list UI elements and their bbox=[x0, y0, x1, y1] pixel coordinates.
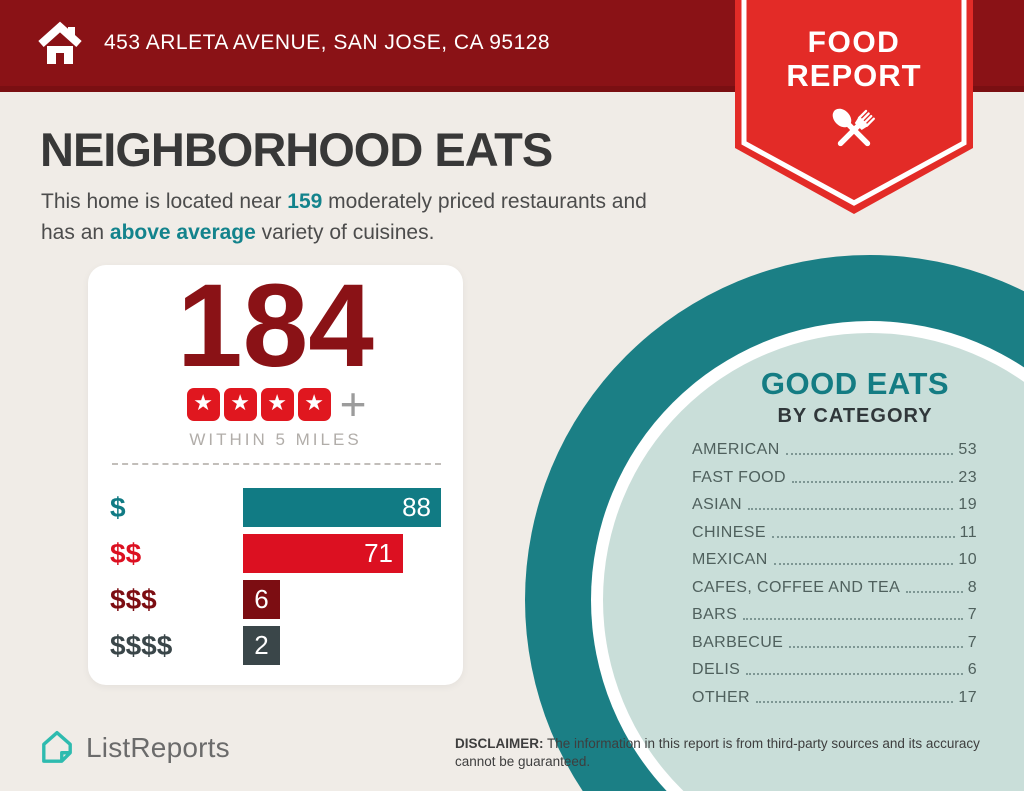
list-item: MEXICAN 10 bbox=[692, 552, 977, 568]
food-report-ribbon: FOOD REPORT bbox=[735, 0, 973, 216]
category-count: 19 bbox=[958, 496, 977, 513]
restaurant-total-count: 184 bbox=[177, 260, 374, 392]
intro-line-1: This home is located near 159 moderately… bbox=[41, 190, 647, 213]
good-eats-title: GOOD EATS bbox=[760, 366, 950, 401]
category-label: AMERICAN bbox=[692, 441, 780, 458]
category-label: CHINESE bbox=[692, 523, 766, 541]
category-count: 53 bbox=[958, 441, 977, 458]
dashed-divider bbox=[112, 463, 441, 465]
intro-sentence: This home is located near 159 moderately… bbox=[41, 186, 741, 248]
bar-row: $$$$ 2 bbox=[88, 626, 463, 665]
dotted-leader bbox=[791, 480, 954, 483]
star-badge-icon: ★ bbox=[260, 387, 294, 421]
bar-row: $$ 71 bbox=[88, 534, 463, 573]
listreports-logo: ListReports bbox=[38, 729, 230, 767]
ribbon-title-line2: REPORT bbox=[786, 58, 922, 93]
list-item: BARS 7 bbox=[692, 607, 977, 623]
good-eats-subtitle: BY CATEGORY bbox=[777, 405, 933, 427]
disclaimer-text: DISCLAIMER: The information in this repo… bbox=[455, 736, 980, 769]
price-tier-label: $$ bbox=[110, 537, 142, 569]
category-label: MEXICAN bbox=[692, 551, 768, 568]
radius-label: WITHIN 5 MILES bbox=[189, 430, 362, 449]
good-eats-header: GOOD EATS BY CATEGORY bbox=[640, 366, 1024, 428]
category-count: 17 bbox=[958, 688, 977, 706]
category-label: CAFES, COFFEE AND TEA bbox=[692, 578, 901, 596]
price-tier-label: $ bbox=[110, 491, 126, 523]
category-count: 7 bbox=[967, 633, 977, 651]
list-item: AMERICAN 53 bbox=[692, 442, 977, 458]
listreports-logo-text: ListReports bbox=[86, 732, 230, 763]
listreports-house-icon bbox=[42, 731, 72, 763]
home-icon bbox=[38, 21, 82, 64]
disclaimer-label: DISCLAIMER: bbox=[455, 736, 544, 751]
star-badge-icon: ★ bbox=[223, 387, 257, 421]
category-count: 10 bbox=[958, 551, 977, 568]
category-label: BARBECUE bbox=[692, 633, 784, 651]
category-label: FAST FOOD bbox=[692, 468, 786, 486]
category-label: DELIS bbox=[692, 661, 741, 678]
dotted-leader bbox=[748, 508, 954, 510]
category-count: 23 bbox=[958, 468, 977, 486]
bar-fill: 88 bbox=[243, 488, 441, 527]
category-count: 8 bbox=[967, 578, 977, 596]
category-count: 11 bbox=[959, 523, 977, 541]
list-item: FAST FOOD 23 bbox=[692, 468, 977, 486]
page-title: NEIGHBORHOOD EATS bbox=[40, 123, 553, 176]
dotted-leader bbox=[756, 700, 954, 703]
list-item: DELIS 6 bbox=[692, 662, 977, 678]
list-item: CHINESE 11 bbox=[692, 523, 977, 541]
list-item: OTHER 17 bbox=[692, 688, 977, 706]
star-badge-icon: ★ bbox=[297, 387, 331, 421]
dotted-leader bbox=[789, 645, 963, 648]
ribbon-title-line1: FOOD bbox=[807, 26, 901, 59]
bar-fill: 6 bbox=[243, 580, 280, 619]
category-label: ASIAN bbox=[692, 496, 743, 513]
list-item: BARBECUE 7 bbox=[692, 633, 977, 651]
category-list: AMERICAN 53 FAST FOOD 23 ASIAN 19 CHINESE 11 MEX… bbox=[692, 442, 977, 717]
category-count: 6 bbox=[967, 661, 977, 678]
bar-row: $88 bbox=[88, 488, 463, 527]
category-label: OTHER bbox=[692, 688, 750, 706]
restaurant-stat-card: 184 ★ ★ ★ ★ + WITHIN 5 MILES $88 $$ 71 $$$ 6 $$$$… bbox=[88, 265, 463, 685]
list-item: ASIAN 19 bbox=[692, 497, 977, 513]
dotted-leader bbox=[906, 590, 963, 593]
star-badge-icon: ★ bbox=[186, 387, 220, 421]
dotted-leader bbox=[743, 618, 963, 620]
bar-fill: 71 bbox=[243, 534, 403, 573]
dotted-leader bbox=[773, 563, 954, 565]
variety-highlight: above average bbox=[109, 221, 256, 244]
list-item: CAFES, COFFEE AND TEA 8 bbox=[692, 578, 977, 596]
property-address: 453 ARLETA AVENUE, SAN JOSE, CA 95128 bbox=[104, 31, 551, 54]
star-rating: ★ ★ ★ ★ + bbox=[88, 377, 463, 430]
dotted-leader bbox=[785, 453, 954, 455]
price-tier-bar-chart: $88 $$ 71 $$$ 6 $$$$ 2 bbox=[88, 488, 463, 672]
dotted-leader bbox=[746, 673, 963, 675]
bar-row: $$$ 6 bbox=[88, 580, 463, 619]
spoon-fork-icon bbox=[832, 108, 875, 147]
category-count: 7 bbox=[967, 606, 977, 623]
restaurant-count-highlight: 159 bbox=[287, 190, 323, 213]
dotted-leader bbox=[771, 535, 955, 538]
price-tier-label: $$$ bbox=[110, 583, 157, 615]
plus-icon: + bbox=[339, 377, 367, 430]
category-label: BARS bbox=[692, 606, 738, 623]
bar-fill: 2 bbox=[243, 626, 280, 665]
intro-line-2: has an above average variety of cuisines… bbox=[41, 221, 435, 244]
price-tier-label: $$$$ bbox=[110, 629, 173, 661]
ribbon-banner-shape bbox=[735, 0, 973, 214]
